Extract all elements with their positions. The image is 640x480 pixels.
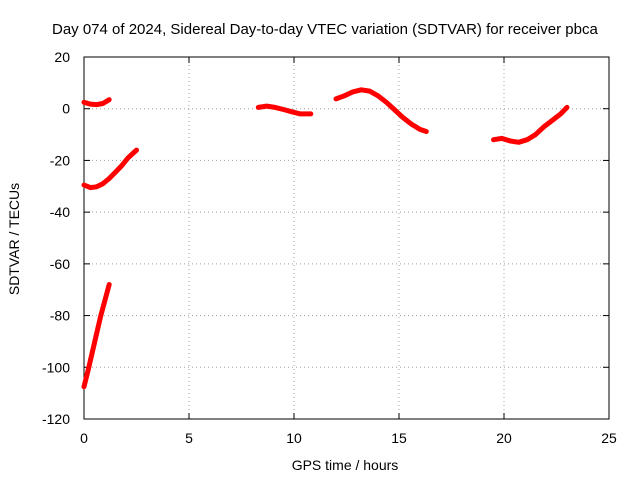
grid-lines bbox=[84, 57, 609, 419]
series-line bbox=[333, 87, 429, 134]
y-tick-label: -40 bbox=[50, 204, 70, 220]
chart-title: Day 074 of 2024, Sidereal Day-to-day VTE… bbox=[52, 21, 598, 38]
y-tick-label: -120 bbox=[42, 411, 70, 427]
x-tick-label: 20 bbox=[496, 430, 512, 446]
y-tick-label: -100 bbox=[42, 359, 70, 375]
series-line bbox=[255, 103, 314, 117]
x-tick-label: 10 bbox=[286, 430, 302, 446]
y-tick-label: -80 bbox=[50, 308, 70, 324]
series-line bbox=[81, 282, 112, 390]
y-tick-label: -60 bbox=[50, 256, 70, 272]
y-tick-label: -20 bbox=[50, 152, 70, 168]
x-tick-label: 25 bbox=[601, 430, 617, 446]
series-line bbox=[81, 147, 139, 191]
x-tick-label: 15 bbox=[391, 430, 407, 446]
series-line bbox=[491, 104, 570, 145]
axis-ticks: 0 5 10 15 20 25 -120 -100 -80 -60 -40 -20 0 20 bbox=[42, 49, 617, 446]
y-tick-label: 0 bbox=[62, 101, 70, 117]
x-tick-label: 0 bbox=[80, 430, 88, 446]
y-tick-label: 20 bbox=[54, 49, 70, 65]
series-line bbox=[81, 97, 112, 108]
series-layer bbox=[81, 87, 570, 390]
x-tick-label: 5 bbox=[185, 430, 193, 446]
plot-frame bbox=[83, 56, 610, 420]
x-axis-label: GPS time / hours bbox=[292, 457, 399, 473]
y-axis-label: SDTVAR / TECUs bbox=[6, 183, 22, 295]
